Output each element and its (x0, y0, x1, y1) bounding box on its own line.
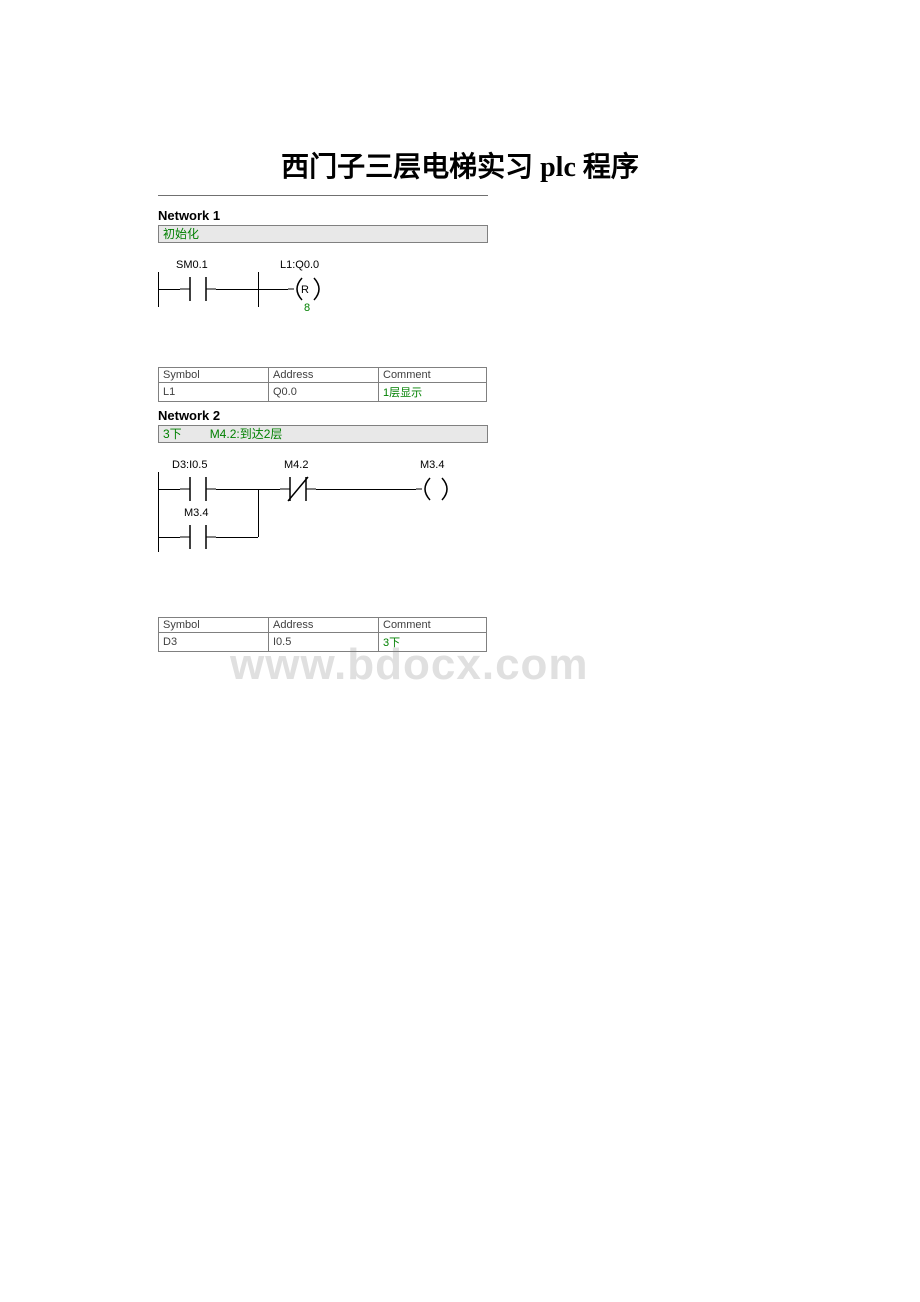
wire (158, 537, 180, 538)
contact-label-d3: D3:I0.5 (172, 459, 207, 471)
contact-label-m34: M3.4 (184, 507, 208, 519)
divider (158, 195, 488, 196)
network-2-comment: 3下 M4.2:到达2层 (158, 425, 488, 443)
contact-no (180, 474, 216, 504)
wire-vert (258, 489, 259, 537)
symbol-table-2: Symbol Address Comment D3 I0.5 3下 (158, 617, 487, 652)
symtable-header-row: Symbol Address Comment (159, 618, 487, 633)
contact-label-m42: M4.2 (284, 459, 308, 471)
network-1-ladder: SM0.1 R L1:Q0.0 8 (158, 247, 488, 337)
wire (216, 537, 258, 538)
network-2-comment-a: 3下 (163, 426, 182, 442)
network-2: Network 2 3下 M4.2:到达2层 D3:I0.5 (158, 408, 488, 652)
wire (258, 289, 288, 290)
cell-comment: 3下 (379, 633, 487, 652)
col-symbol: Symbol (159, 618, 269, 633)
page-title: 西门子三层电梯实习 plc 程序 (0, 145, 920, 185)
coil-label-l1q00: L1:Q0.0 (280, 259, 319, 271)
wire (158, 289, 180, 290)
table-row: D3 I0.5 3下 (159, 633, 487, 652)
network-1-comment-text: 初始化 (163, 226, 199, 242)
contact-no (180, 274, 216, 304)
network-1: Network 1 初始化 SM0.1 R L1:Q0.0 8 (158, 208, 488, 402)
contact-label-sm01: SM0.1 (176, 259, 208, 271)
cell-address: I0.5 (269, 633, 379, 652)
left-rail (158, 472, 159, 552)
symbol-table-1: Symbol Address Comment L1 Q0.0 1层显示 (158, 367, 487, 402)
symtable-header-row: Symbol Address Comment (159, 368, 487, 383)
col-address: Address (269, 368, 379, 383)
coil-count-8: 8 (304, 302, 310, 314)
coil-out (416, 474, 456, 504)
wire (216, 489, 258, 490)
network-2-label: Network 2 (158, 408, 488, 423)
cell-symbol: D3 (159, 633, 269, 652)
coil-type-r: R (301, 284, 309, 296)
col-symbol: Symbol (159, 368, 269, 383)
coil-label-m34: M3.4 (420, 459, 444, 471)
wire (216, 289, 258, 290)
col-comment: Comment (379, 368, 487, 383)
network-2-ladder: D3:I0.5 M4.2 M3.4 (158, 447, 488, 577)
table-row: L1 Q0.0 1层显示 (159, 383, 487, 402)
network-2-comment-b: M4.2:到达2层 (210, 426, 283, 442)
network-1-label: Network 1 (158, 208, 488, 223)
wire (316, 489, 416, 490)
wire (158, 489, 180, 490)
wire (258, 489, 280, 490)
col-address: Address (269, 618, 379, 633)
cell-address: Q0.0 (269, 383, 379, 402)
cell-comment: 1层显示 (379, 383, 487, 402)
contact-no (180, 522, 216, 552)
col-comment: Comment (379, 618, 487, 633)
cell-symbol: L1 (159, 383, 269, 402)
contact-nc (280, 474, 316, 504)
network-1-comment: 初始化 (158, 225, 488, 243)
